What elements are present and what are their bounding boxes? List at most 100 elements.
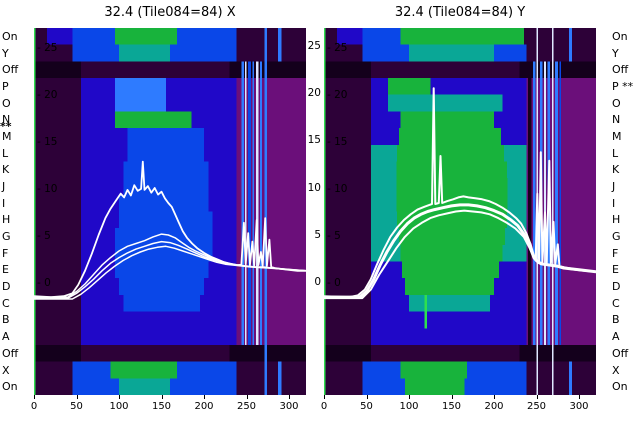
x-tick-mark — [119, 395, 120, 399]
heatmap-cell — [34, 328, 81, 346]
y-tick-label: 10 — [307, 181, 321, 194]
x-tick-mark — [34, 395, 35, 399]
heatmap-cell — [336, 28, 363, 46]
x-tick-mark — [536, 395, 538, 399]
heatmap-cell — [119, 44, 170, 62]
row-label: C — [612, 296, 620, 310]
heatmap-cell — [398, 128, 501, 146]
heatmap-cell — [370, 311, 527, 329]
heatmap-cell — [324, 278, 371, 296]
heatmap-cell — [568, 28, 573, 62]
heatmap-cell — [34, 128, 81, 146]
heatmap-cell — [324, 211, 371, 229]
heatmap-panel-x: - 25 - 20 - 15 - 10 - 5 - 0 — [34, 28, 306, 395]
heatmap-cell — [34, 261, 81, 279]
spectrum-line — [324, 209, 596, 300]
heatmap-cell — [396, 161, 507, 179]
panel-title-y: 32.4 (Tile084=84) Y — [394, 5, 526, 20]
heatmap-cell — [324, 194, 371, 213]
heatmap-cell — [544, 61, 546, 345]
row-label: F — [2, 246, 9, 260]
heatmap-cell — [362, 361, 401, 379]
row-label: On — [2, 29, 18, 43]
heatmap-cell — [277, 361, 282, 395]
row-label: Off — [612, 346, 629, 360]
heatmap-cell — [176, 28, 237, 46]
y-tick-label: 20 — [307, 87, 321, 100]
y-tick-label: 5 — [314, 228, 321, 241]
row-label: H — [2, 213, 11, 227]
heatmap-cell — [114, 111, 192, 129]
row-label: Off — [2, 63, 19, 77]
heatmap-cell — [114, 28, 177, 46]
heatmap-cell — [34, 211, 81, 229]
row-label: I — [612, 196, 616, 210]
row-label: B — [2, 313, 10, 327]
row-label: K — [2, 163, 10, 177]
heatmap-cell — [46, 28, 73, 46]
x-tick-label: 100 — [399, 401, 419, 412]
heatmap-cell — [248, 61, 251, 345]
x-tick-mark — [161, 395, 163, 399]
row-label: B — [612, 313, 620, 327]
x-tick-label: 300 — [279, 401, 299, 412]
heatmap-cell — [402, 261, 500, 279]
heatmap-cell — [252, 61, 255, 345]
heatmap-cell — [80, 344, 230, 363]
spectrum-line — [34, 245, 306, 300]
y-tick-label: - 15 — [37, 136, 58, 148]
x-tick-mark — [76, 395, 78, 399]
heatmap-cell — [324, 178, 371, 196]
row-label: K — [612, 163, 620, 177]
heatmap-cell — [324, 294, 371, 313]
row-label: On — [612, 29, 628, 43]
heatmap-cell — [409, 294, 490, 313]
row-label: G — [2, 230, 11, 243]
x-tick-label: 300 — [569, 401, 589, 412]
heatmap-cell — [34, 244, 81, 263]
heatmap-cell — [400, 361, 467, 379]
x-tick-mark — [204, 395, 205, 399]
heatmap-cell — [72, 361, 111, 379]
heatmap-cell — [114, 228, 213, 246]
heatmap-cell — [400, 244, 503, 263]
heatmap-cell — [370, 344, 520, 363]
row-label: G — [612, 230, 621, 243]
heatmap-cell — [34, 194, 81, 213]
y-tick-label: 15 — [307, 134, 321, 147]
row-label: On — [612, 380, 628, 394]
heatmap-cell — [114, 94, 166, 113]
heatmap-cell — [324, 111, 371, 129]
heatmap-cell — [119, 194, 209, 213]
heatmap-cell — [244, 61, 247, 345]
row-label: O — [612, 96, 621, 110]
x-tick-mark — [409, 395, 410, 399]
heatmap-cell — [80, 61, 230, 79]
x-tick-mark — [289, 395, 290, 399]
heatmap-cell — [396, 178, 508, 196]
heatmap-cell — [551, 28, 554, 395]
row-label: I — [2, 196, 6, 210]
heatmap-cell — [34, 178, 81, 196]
heatmap-cell — [264, 28, 267, 395]
heatmap-cell — [34, 161, 81, 179]
row-label: H — [612, 213, 621, 227]
heatmap-cell — [324, 128, 371, 146]
panel-title-x: 32.4 (Tile084=84) X — [104, 5, 236, 20]
heatmap-cell — [277, 28, 282, 62]
heatmap-cell — [123, 161, 209, 179]
heatmap-cell — [387, 78, 431, 96]
heatmap-cell — [559, 61, 562, 345]
heatmap-cell — [110, 361, 177, 379]
heatmap-cell — [324, 261, 371, 279]
row-label: L — [2, 146, 9, 160]
y-tick-label: - 25 — [327, 42, 348, 54]
x-tick-mark — [246, 395, 248, 399]
row-label: Y — [2, 46, 9, 60]
x-tick-label: 250 — [236, 401, 257, 412]
x-tick-mark — [324, 395, 325, 399]
star-marker: ** — [0, 120, 12, 133]
row-label: On — [2, 380, 18, 394]
row-label: F — [612, 246, 619, 260]
row-label: M — [2, 129, 12, 143]
